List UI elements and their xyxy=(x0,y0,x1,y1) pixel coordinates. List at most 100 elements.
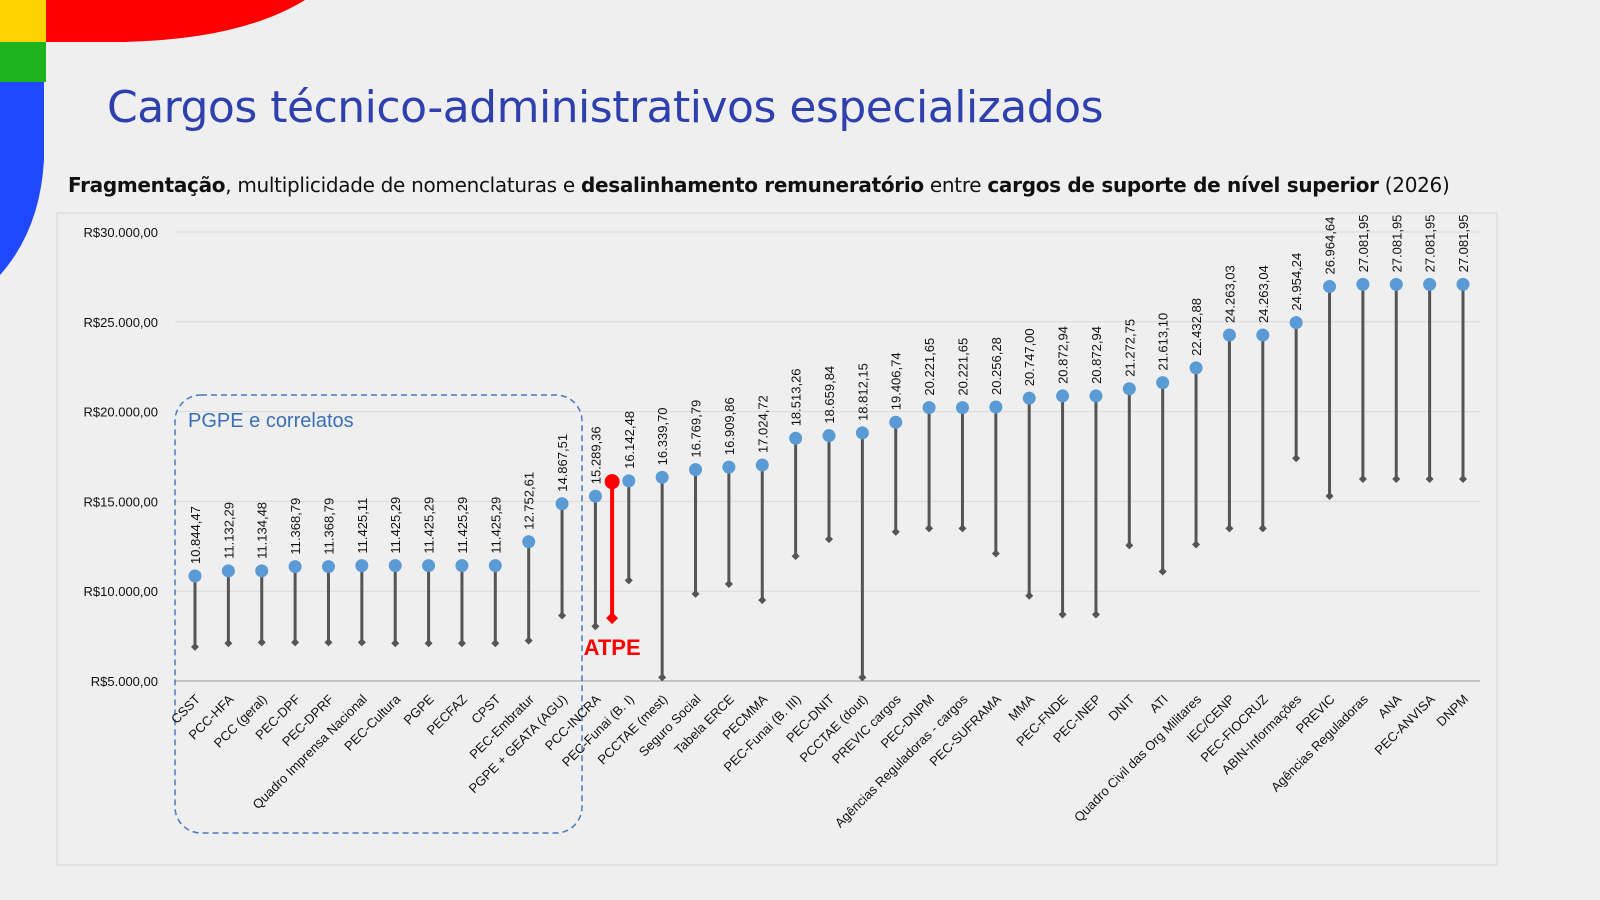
min-marker xyxy=(658,673,667,682)
data-label: 24.263,03 xyxy=(1222,265,1237,323)
data-label: 20.747,00 xyxy=(1022,328,1037,386)
y-tick-label: R$20.000,00 xyxy=(84,405,158,420)
highlight-min-marker xyxy=(606,612,619,625)
min-marker xyxy=(1459,474,1467,483)
data-label: 20.872,94 xyxy=(1056,326,1071,384)
data-label: 24.954,24 xyxy=(1289,253,1304,311)
data-label: 20.872,94 xyxy=(1089,326,1104,384)
data-label: 18.659,84 xyxy=(822,366,837,424)
max-dot xyxy=(321,560,335,574)
max-dot xyxy=(1389,277,1403,291)
subtitle-part: cargos de suporte de nível superior xyxy=(987,173,1379,197)
min-marker xyxy=(758,596,767,605)
min-marker xyxy=(1358,474,1367,483)
subtitle-part: , multiplicidade de nomenclaturas e xyxy=(225,173,581,197)
min-marker xyxy=(1192,540,1201,549)
data-label: 16.769,79 xyxy=(689,400,704,458)
min-marker xyxy=(1058,610,1067,619)
page-title: Cargos técnico-administrativos especiali… xyxy=(107,82,1104,133)
min-marker xyxy=(724,580,733,589)
min-marker xyxy=(324,638,333,647)
deco-yellow xyxy=(0,0,46,42)
y-tick-label: R$25.000,00 xyxy=(84,315,158,330)
deco-red xyxy=(46,0,305,42)
max-dot xyxy=(1289,316,1303,330)
subtitle-part: desalinhamento remuneratório xyxy=(580,173,924,197)
max-dot xyxy=(522,535,536,549)
data-label: 17.024,72 xyxy=(755,395,770,453)
max-dot xyxy=(755,458,769,472)
data-label: 16.142,48 xyxy=(622,411,637,469)
data-label: 11.368,79 xyxy=(288,498,303,555)
min-marker xyxy=(191,642,199,651)
max-dot xyxy=(188,569,202,583)
max-dot xyxy=(1356,277,1370,291)
max-dot xyxy=(822,429,836,443)
min-marker xyxy=(991,549,1000,558)
data-label: 27.081,95 xyxy=(1423,215,1438,273)
min-marker xyxy=(1292,454,1301,463)
max-dot xyxy=(288,560,302,574)
y-tick-label: R$15.000,00 xyxy=(84,494,158,509)
x-tick-label: PEC-ANVISA xyxy=(1371,691,1438,758)
data-label: 11.134,48 xyxy=(255,502,270,559)
data-label: 11.368,79 xyxy=(321,498,336,555)
max-dot xyxy=(1256,328,1270,342)
data-label: 11.132,29 xyxy=(221,502,236,559)
data-label: 18.812,15 xyxy=(855,363,870,421)
highlight-label: ATPE xyxy=(584,635,641,660)
max-dot xyxy=(455,559,469,573)
data-label: 11.425,11 xyxy=(355,498,370,554)
min-marker xyxy=(958,524,967,533)
data-label: 20.221,65 xyxy=(922,338,937,396)
data-label: 20.221,65 xyxy=(955,338,970,396)
min-marker xyxy=(291,638,300,647)
max-dot xyxy=(422,559,436,573)
data-label: 11.425,29 xyxy=(488,497,503,554)
max-dot xyxy=(689,463,703,477)
data-label: 24.263,04 xyxy=(1256,265,1271,323)
max-dot xyxy=(1456,277,1470,291)
deco-green xyxy=(0,42,46,82)
min-marker xyxy=(391,639,400,648)
subtitle-part: entre xyxy=(923,173,988,197)
chart-frame xyxy=(56,212,1498,866)
max-dot xyxy=(255,564,269,578)
data-label: 10.844,47 xyxy=(188,506,203,564)
y-tick-label: R$30.000,00 xyxy=(84,225,158,240)
data-label: 19.406,74 xyxy=(889,352,904,410)
deco-blue xyxy=(0,82,44,275)
data-label: 14.867,51 xyxy=(555,434,570,492)
max-dot xyxy=(355,559,369,573)
group-box-label: PGPE e correlatos xyxy=(188,410,354,432)
min-marker xyxy=(691,589,700,598)
brand-decoration xyxy=(0,0,305,275)
data-label: 22.432,88 xyxy=(1189,298,1204,356)
min-marker xyxy=(357,638,366,647)
highlight-dot xyxy=(604,474,620,490)
min-marker xyxy=(1158,567,1167,576)
data-label: 21.272,75 xyxy=(1122,319,1137,377)
min-marker xyxy=(791,552,800,561)
min-marker xyxy=(491,639,500,648)
data-label: 27.081,95 xyxy=(1389,215,1404,273)
y-tick-label: R$10.000,00 xyxy=(84,584,158,599)
max-dot xyxy=(622,474,636,488)
max-dot xyxy=(555,497,569,511)
min-marker xyxy=(457,639,466,648)
min-marker xyxy=(1258,524,1267,533)
subtitle-part: Fragmentação xyxy=(68,173,226,197)
max-dot xyxy=(488,559,502,573)
max-dot xyxy=(989,400,1003,414)
max-dot xyxy=(1056,389,1070,403)
min-marker xyxy=(591,622,600,631)
data-label: 27.081,95 xyxy=(1356,215,1371,273)
min-marker xyxy=(1025,591,1034,600)
min-marker xyxy=(224,639,233,648)
max-dot xyxy=(1156,376,1170,390)
subtitle-part: (2026) xyxy=(1378,173,1450,197)
data-label: 27.081,95 xyxy=(1456,215,1471,273)
max-dot xyxy=(1022,391,1036,405)
min-marker xyxy=(858,673,867,682)
